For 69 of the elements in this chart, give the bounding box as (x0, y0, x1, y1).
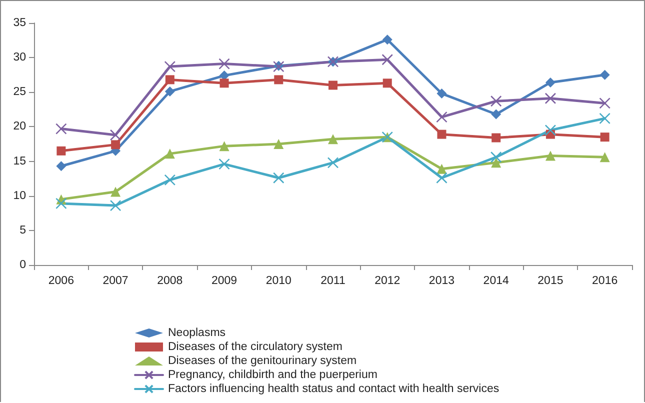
y-tick-label: 20 (13, 120, 26, 133)
point (56, 161, 66, 172)
point (436, 172, 448, 184)
point (164, 148, 175, 159)
x-tick-label: 2015 (538, 275, 564, 287)
legend-label: Pregnancy, childbirth and the puerperium (168, 369, 378, 381)
point (220, 78, 229, 88)
point (382, 34, 392, 45)
x-tick-label: 2014 (483, 275, 510, 287)
x-tick-label: 2006 (48, 275, 74, 287)
point (328, 134, 338, 144)
x-tick-label: 2011 (320, 275, 346, 287)
y-tick-label: 5 (20, 224, 26, 236)
point (110, 186, 121, 197)
point (272, 172, 284, 184)
x-tick-label: 2007 (102, 275, 128, 287)
point (218, 158, 230, 170)
point (492, 133, 501, 142)
legend-label: Diseases of the genitourinary system (168, 355, 357, 367)
x-tick-label: 2009 (211, 275, 238, 287)
point (491, 109, 502, 120)
y-tick-label: 35 (13, 17, 26, 29)
point (382, 78, 392, 88)
point (327, 157, 339, 168)
point (274, 75, 284, 84)
point (164, 174, 176, 186)
point (437, 130, 446, 139)
point (56, 146, 66, 156)
point (274, 139, 284, 149)
point (600, 70, 610, 80)
x-tick-label: 2016 (592, 275, 618, 287)
y-tick-label: 0 (20, 259, 26, 271)
point (490, 151, 502, 163)
point (382, 54, 394, 66)
y-tick-label: 25 (13, 86, 26, 98)
point (545, 77, 556, 88)
point (164, 86, 175, 96)
point (165, 75, 174, 84)
point (219, 141, 230, 152)
point (599, 112, 610, 124)
point (56, 123, 67, 134)
x-tick-label: 2010 (266, 275, 292, 287)
x-tick-label: 2008 (157, 275, 183, 287)
y-tick-label: 10 (13, 190, 26, 202)
point (110, 129, 122, 141)
legend-label: Factors influencing health status and contact with health services (168, 383, 500, 395)
point (545, 150, 556, 161)
point (436, 88, 447, 99)
point (600, 132, 610, 142)
point (218, 58, 230, 70)
y-tick-label: 15 (13, 155, 26, 168)
point (110, 200, 122, 212)
x-tick-label: 2013 (428, 275, 455, 287)
point (56, 198, 67, 210)
point (328, 80, 338, 90)
point (599, 98, 610, 109)
point (544, 92, 556, 104)
y-tick-label: 30 (13, 52, 26, 64)
point (544, 124, 556, 136)
point (111, 140, 120, 150)
legend-label: Neoplasms (168, 327, 226, 339)
legend-label: Diseases of the circulatory system (168, 341, 342, 353)
point (491, 158, 502, 168)
point (436, 164, 447, 174)
point (600, 152, 610, 162)
point (164, 60, 176, 72)
point (436, 111, 448, 123)
point (490, 95, 502, 107)
x-tick-label: 2012 (374, 275, 400, 287)
